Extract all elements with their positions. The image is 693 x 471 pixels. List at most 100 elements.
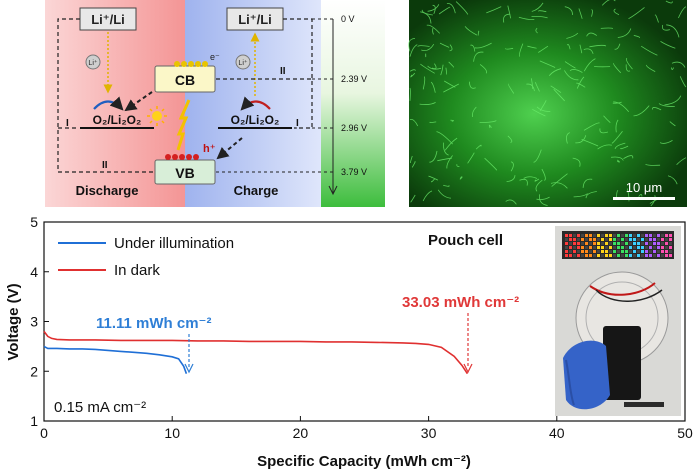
led-pixel (613, 246, 616, 249)
fiber-strand (573, 193, 588, 198)
fiber-strand (599, 128, 609, 134)
fiber-strand (660, 41, 676, 49)
li-right-label: Li⁺/Li (238, 12, 272, 27)
dark-capacity-arrowhead (463, 363, 473, 374)
fiber-strand (603, 115, 611, 123)
led-pixel (597, 234, 600, 237)
fiber-strand (409, 155, 413, 163)
path-label-i-left: I (66, 118, 69, 129)
led-pixel (577, 238, 580, 241)
led-pixel (605, 246, 608, 249)
led-pixel (569, 242, 572, 245)
led-pixel (613, 234, 616, 237)
fiber-strand (620, 145, 629, 150)
fiber-strand (421, 43, 435, 52)
fiber-strand (534, 178, 540, 182)
fiber-strand (591, 9, 593, 17)
fiber-strand (662, 24, 670, 31)
led-pixel (597, 250, 600, 253)
fiber-strand (442, 142, 449, 156)
led-pixel (613, 238, 616, 241)
fiber-strand (671, 61, 686, 68)
fiber-strand (539, 194, 548, 206)
led-pixel (593, 238, 596, 241)
oxidation-curve-arrow (240, 96, 271, 111)
fiber-strand (477, 30, 480, 36)
led-pixel (585, 246, 588, 249)
fiber-strand (541, 168, 546, 181)
led-pixel (621, 246, 624, 249)
led-pixel (661, 246, 664, 249)
scale-bar (613, 197, 675, 200)
fiber-strand (658, 103, 675, 107)
fiber-strand (445, 67, 447, 75)
excitation-arrow (176, 99, 191, 151)
led-pixel (645, 246, 648, 249)
fiber-strand (600, 27, 614, 29)
o2-right-label: O₂/Li₂O₂ (231, 113, 280, 127)
led-pixel (573, 238, 576, 241)
fiber-strand (469, 81, 476, 89)
y-tick-label: 3 (30, 314, 38, 330)
led-pixel (601, 246, 604, 249)
fiber-strand (440, 64, 444, 76)
led-pixel (573, 242, 576, 245)
led-pixel (577, 250, 580, 253)
led-pixel (653, 254, 656, 257)
li-ion-left (85, 54, 101, 70)
electron-label: e⁻ (210, 52, 220, 62)
fiber-strand (575, 135, 587, 144)
led-pixel (625, 254, 628, 257)
fiber-strand (507, 83, 515, 94)
fiber-strand (505, 199, 517, 205)
fiber-strand (586, 32, 598, 37)
fiber-strand (519, 43, 524, 57)
fiber-strand (472, 106, 477, 117)
led-pixel (645, 242, 648, 245)
fiber-strand (535, 179, 543, 192)
series-line-dark (43, 330, 469, 375)
led-pixel (589, 234, 592, 237)
led-pixel (589, 238, 592, 241)
seal-inner-ring (585, 281, 659, 355)
fiber-strand (626, 188, 630, 202)
led-pixel (609, 246, 612, 249)
fiber-strand (572, 157, 581, 167)
led-pixel (657, 246, 660, 249)
fiber-strand (676, 157, 687, 165)
led-pixel (573, 254, 576, 257)
fluorescence-micrograph: 10 μm (408, 0, 687, 207)
led-pixel (637, 250, 640, 253)
x-tick-label: 40 (549, 425, 565, 441)
fiber-strand (548, 68, 562, 77)
fiber-strand (538, 10, 547, 13)
fiber-strand (432, 4, 436, 15)
led-pixel (653, 246, 656, 249)
fiber-strand (503, 13, 511, 23)
fiber-strand (431, 178, 435, 183)
hole-label: h⁺ (203, 143, 216, 155)
fiber-strand (507, 135, 513, 143)
led-pixel (569, 254, 572, 257)
fiber-strand (530, 78, 534, 89)
led-pixel (589, 250, 592, 253)
led-pixel (565, 254, 568, 257)
led-pixel (665, 250, 668, 253)
led-pixel (577, 254, 580, 257)
led-pixel (597, 254, 600, 257)
y-tick-label: 5 (30, 214, 38, 230)
led-pixel (589, 246, 592, 249)
fiber-strand (659, 140, 673, 144)
fiber-strand (614, 142, 626, 150)
y-tick-label: 1 (30, 413, 38, 429)
fiber-strand (510, 161, 514, 172)
potential-1: 2.39 V (341, 74, 367, 84)
led-pixel (645, 250, 648, 253)
led-pixel (569, 246, 572, 249)
led-pixel (649, 234, 652, 237)
fiber-strand (566, 44, 571, 50)
illum-capacity-arrowhead (184, 363, 194, 374)
fiber-strand (420, 11, 432, 24)
fiber-strand (408, 38, 416, 52)
charge-label: Charge (234, 183, 279, 198)
